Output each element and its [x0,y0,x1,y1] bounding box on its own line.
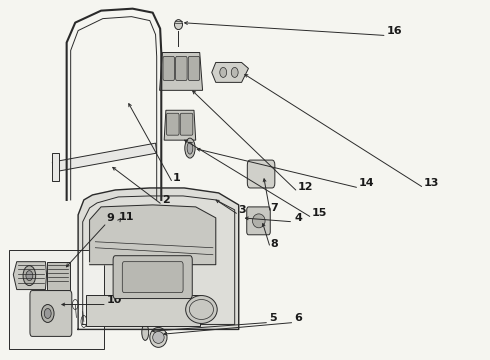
Text: 12: 12 [298,182,313,192]
FancyBboxPatch shape [30,291,72,336]
Text: 11: 11 [118,212,134,222]
Ellipse shape [185,138,195,158]
Polygon shape [160,53,202,90]
Text: 3: 3 [239,205,246,215]
Polygon shape [78,188,239,329]
Text: 6: 6 [294,314,302,324]
Ellipse shape [44,309,51,319]
Text: 15: 15 [312,208,327,218]
Ellipse shape [42,305,54,323]
Text: 10: 10 [107,294,122,305]
Text: 8: 8 [270,239,278,249]
Ellipse shape [26,271,33,280]
FancyBboxPatch shape [247,160,275,188]
Ellipse shape [23,266,36,285]
FancyBboxPatch shape [167,113,179,135]
Polygon shape [90,205,216,265]
Polygon shape [52,143,157,172]
Text: 1: 1 [173,173,180,183]
Ellipse shape [153,332,164,343]
Polygon shape [13,262,47,289]
Polygon shape [212,62,248,82]
Ellipse shape [252,214,265,228]
Ellipse shape [231,67,238,77]
FancyBboxPatch shape [180,113,193,135]
Text: 14: 14 [359,178,375,188]
FancyBboxPatch shape [122,262,183,293]
Ellipse shape [186,296,217,323]
Ellipse shape [142,324,148,340]
Text: 2: 2 [162,195,170,205]
Text: 16: 16 [387,26,402,36]
Ellipse shape [174,20,182,30]
FancyBboxPatch shape [163,57,174,80]
FancyBboxPatch shape [188,57,200,80]
Text: 7: 7 [270,203,278,213]
Polygon shape [164,110,196,140]
Bar [86,294,200,327]
Ellipse shape [220,67,227,77]
FancyBboxPatch shape [113,256,192,298]
FancyBboxPatch shape [247,207,270,235]
Bar [108,213,131,237]
Ellipse shape [150,328,167,347]
Text: 13: 13 [424,178,440,188]
FancyBboxPatch shape [175,57,187,80]
Ellipse shape [187,142,193,154]
Text: 9: 9 [107,213,115,223]
Bar [9,250,104,349]
Bar [47,262,70,289]
Text: 5: 5 [269,314,277,324]
Text: 4: 4 [294,213,302,223]
Bar [52,153,59,181]
